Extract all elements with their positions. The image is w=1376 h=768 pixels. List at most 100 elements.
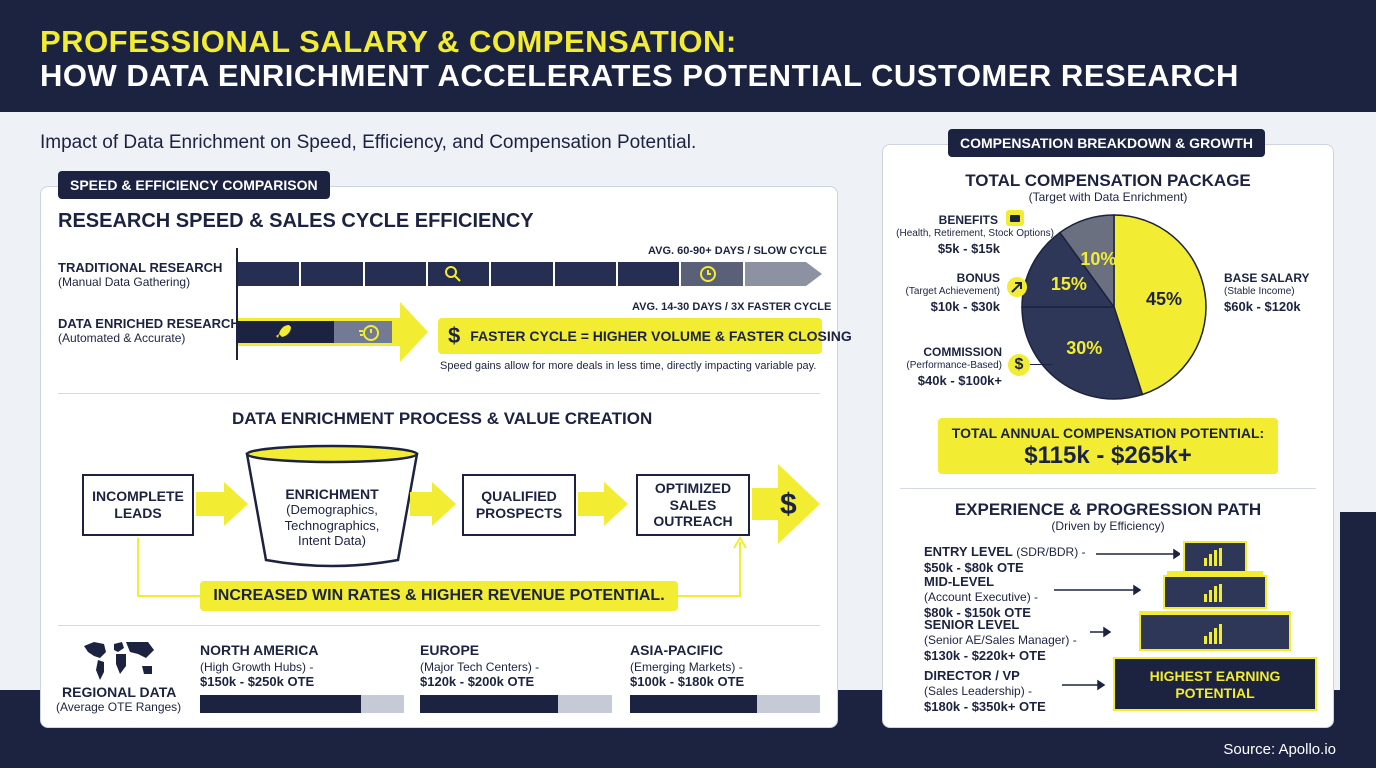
experience-sub: (Driven by Efficiency): [1051, 519, 1165, 533]
pie-slice-bonus: [1021, 231, 1116, 308]
benefits-sub: (Health, Retirement, Stock Options): [896, 228, 1054, 239]
level-title: DIRECTOR / VP: [924, 668, 1020, 683]
step-incomplete-leads: INCOMPLETE LEADS: [82, 474, 194, 536]
benefits-title: BENEFITS: [938, 213, 998, 227]
region-bar-fill: [420, 695, 559, 713]
divider: [58, 625, 820, 626]
benefits-range: $5k - $15k: [937, 241, 1000, 256]
speed-section-pill: SPEED & EFFICIENCY COMPARISON: [58, 171, 330, 199]
dollar-end-icon: $: [780, 488, 797, 521]
commission-title: COMMISSION: [923, 345, 1002, 359]
enriched-sub: (Automated & Accurate): [58, 331, 186, 345]
level-entry: ENTRY LEVEL (SDR/BDR) - $50k - $80k OTE: [924, 544, 1086, 577]
step-optimized-outreach: OPTIMIZED SALES OUTREACH: [636, 474, 750, 536]
pie-value-label: 10%: [1080, 249, 1116, 269]
region-range: $100k - $180k OTE: [630, 674, 745, 689]
page-title-line2: HOW DATA ENRICHMENT ACCELERATES POTENTIA…: [40, 58, 1239, 93]
divider: [58, 393, 820, 394]
dollar-icon: $: [448, 323, 461, 348]
progression-pyramid: [1113, 541, 1317, 711]
commission-range: $40k - $100k+: [917, 373, 1002, 388]
level-mid: MID-LEVEL (Account Executive) - $80k - $…: [924, 574, 1038, 622]
traditional-title: TRADITIONAL RESEARCH: [58, 260, 223, 275]
level-director: DIRECTOR / VP (Sales Leadership) - $180k…: [924, 668, 1046, 716]
clock-icon: [700, 266, 717, 282]
arrow-4: [752, 488, 778, 520]
region-range: $120k - $200k OTE: [420, 674, 535, 689]
region-sub: (Emerging Markets) -: [630, 660, 743, 674]
pie-slice-commission: [1021, 306, 1144, 400]
region-bar: [630, 695, 820, 713]
side-band: [1340, 512, 1376, 768]
timeline-axis: [236, 248, 238, 360]
level-title: ENTRY LEVEL: [924, 544, 1013, 559]
world-map-icon: [84, 642, 154, 680]
enrichment-title: ENRICHMENT: [285, 486, 379, 502]
enrichment-funnel: [245, 444, 419, 568]
base-title: BASE SALARY: [1224, 271, 1310, 285]
region-europe: EUROPE (Major Tech Centers) - $120k - $2…: [420, 642, 612, 713]
arrow-2: [410, 492, 432, 516]
arrow-1-head: [224, 482, 248, 526]
bonus-range: $10k - $30k: [930, 299, 1000, 314]
region-bar-fill: [200, 695, 362, 713]
commission-dollar-icon: $: [1008, 354, 1030, 376]
enriched-title: DATA ENRICHED RESEARCH: [58, 316, 240, 331]
region-name: NORTH AMERICA: [200, 642, 319, 658]
total-comp-value: $115k - $265k+: [1024, 442, 1192, 469]
bonus-title: BONUS: [956, 271, 1000, 285]
enriched-avg: AVG. 14-30 DAYS / 3X FASTER CYCLE: [632, 301, 832, 313]
page-title-line1: PROFESSIONAL SALARY & COMPENSATION:: [40, 24, 737, 59]
speed-note: Speed gains allow for more deals in less…: [440, 360, 817, 372]
level-leader-arrows: [1054, 548, 1180, 691]
level-sub: (Senior AE/Sales Manager) -: [924, 633, 1077, 648]
bonus-sub: (Target Achievement): [905, 286, 1001, 297]
compensation-pie-chart: 45% 30% 15% 10%: [1021, 214, 1207, 400]
level-sub: (Sales Leadership) -: [924, 684, 1033, 699]
source-note: Source: Apollo.io: [1223, 741, 1336, 758]
region-sub: (Major Tech Centers) -: [420, 660, 540, 674]
search-icon: [444, 266, 461, 282]
experience-heading: EXPERIENCE & PROGRESSION PATH: [954, 500, 1262, 519]
level-sub: (SDR/BDR) -: [1016, 545, 1086, 559]
region-name: ASIA-PACIFIC: [630, 642, 724, 658]
stopwatch-icon: [359, 325, 379, 341]
level-range: $180k - $350k+ OTE: [924, 699, 1046, 715]
arrow-4-head: [778, 464, 820, 544]
traditional-avg: AVG. 60-90+ DAYS / SLOW CYCLE: [648, 245, 827, 257]
regional-label: REGIONAL DATA: [62, 684, 177, 700]
briefcase-icon: [1006, 210, 1024, 226]
highest-earning-label: HIGHEST EARNING POTENTIAL: [1149, 668, 1281, 701]
arrow-3: [578, 492, 604, 516]
enrichment-sub: (Demographics, Technographics, Intent Da…: [284, 502, 380, 549]
arrow-2-head: [432, 482, 456, 526]
header-banner: [0, 0, 1376, 112]
region-range: $150k - $250k OTE: [200, 674, 315, 689]
compensation-section-pill: COMPENSATION BREAKDOWN & GROWTH: [948, 129, 1265, 157]
win-rates-banner: INCREASED WIN RATES & HIGHER REVENUE POT…: [200, 581, 678, 611]
level-senior: SENIOR LEVEL (Senior AE/Sales Manager) -…: [924, 617, 1077, 665]
region-bar: [200, 695, 404, 713]
region-bar-fill: [630, 695, 758, 713]
level-title: MID-LEVEL: [924, 574, 995, 589]
traditional-arrowhead: [806, 262, 822, 286]
pie-slice-base-salary: [1113, 214, 1207, 396]
comp-sub: (Target with Data Enrichment): [1028, 190, 1188, 204]
faster-cycle-text: FASTER CYCLE = HIGHER VOLUME & FASTER CL…: [470, 328, 852, 344]
divider: [900, 488, 1316, 489]
rocket-icon: [276, 325, 291, 338]
pie-value-label: 15%: [1051, 274, 1087, 294]
trend-up-icon: [1007, 277, 1027, 297]
level-sub: (Account Executive) -: [924, 590, 1039, 605]
base-sub: (Stable Income): [1224, 286, 1295, 297]
pie-slice-benefits: [1058, 214, 1115, 310]
level-range: $50k - $80k OTE: [924, 560, 1024, 576]
region-sub: (High Growth Hubs) -: [200, 660, 314, 674]
enriched-arrowhead: [400, 302, 428, 362]
commission-sub: (Performance-Based): [906, 360, 1002, 371]
region-asia-pacific: ASIA-PACIFIC (Emerging Markets) - $100k …: [630, 642, 820, 713]
arrow-3-head: [604, 482, 628, 526]
commission-leader-line: [1030, 364, 1052, 365]
faster-cycle-callout: $ FASTER CYCLE = HIGHER VOLUME & FASTER …: [438, 318, 852, 354]
pie-value-label: 45%: [1146, 289, 1182, 309]
